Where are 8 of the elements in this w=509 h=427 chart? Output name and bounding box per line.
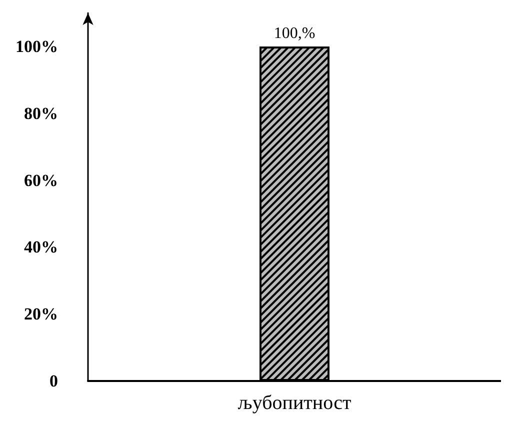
- y-tick-label: 100%: [16, 36, 58, 56]
- y-tick-label: 80%: [24, 104, 58, 123]
- y-tick-label: 60%: [24, 170, 58, 190]
- y-tick-label: 40%: [24, 238, 58, 257]
- y-tick-label: 20%: [24, 304, 58, 324]
- data-label: 100,%: [274, 24, 316, 42]
- x-tick-label: љубопитност: [238, 392, 352, 414]
- y-tick-label: 0: [50, 372, 58, 390]
